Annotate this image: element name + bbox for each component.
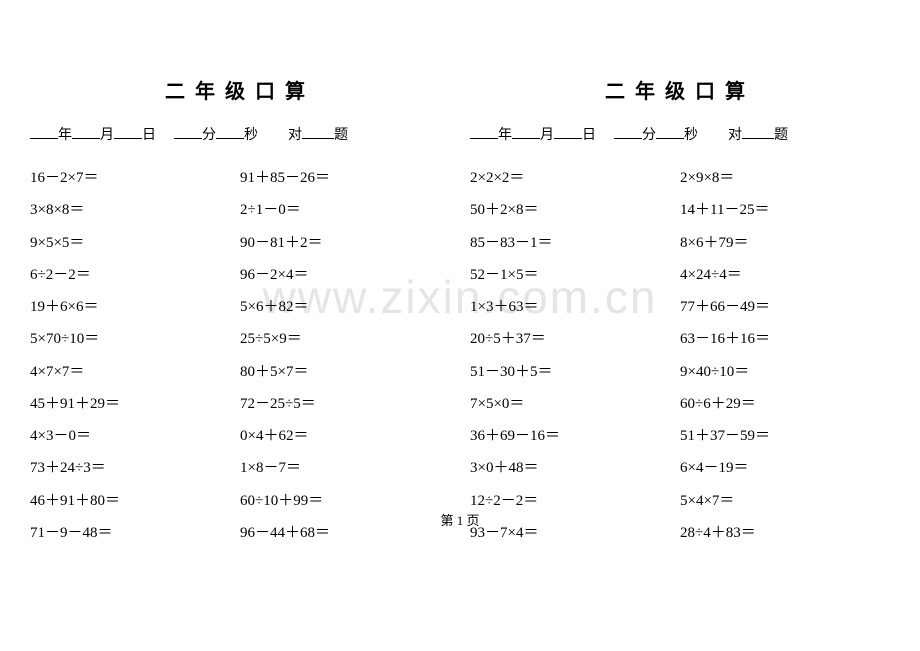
problem: 9×5×5＝ bbox=[30, 227, 240, 259]
problem: 5×6＋82＝ bbox=[240, 291, 450, 323]
content: 二年级口算 年月日分秒对题 16－2×7＝ 3×8×8＝ 9×5×5＝ 6÷2－… bbox=[0, 0, 920, 549]
problem: 4×3－0＝ bbox=[30, 420, 240, 452]
problem: 19＋6×6＝ bbox=[30, 291, 240, 323]
problems-right: 2×2×2＝ 50＋2×8＝ 85－83－1＝ 52－1×5＝ 1×3＋63＝ … bbox=[470, 162, 890, 549]
problem: 9×40÷10＝ bbox=[680, 356, 890, 388]
title-right: 二年级口算 bbox=[470, 75, 890, 104]
problem: 25÷5×9＝ bbox=[240, 323, 450, 355]
problem: 90－81＋2＝ bbox=[240, 227, 450, 259]
title-left: 二年级口算 bbox=[30, 75, 450, 104]
problem: 2×9×8＝ bbox=[680, 162, 890, 194]
problem: 6÷2－2＝ bbox=[30, 259, 240, 291]
problem: 7×5×0＝ bbox=[470, 388, 680, 420]
problem: 96－2×4＝ bbox=[240, 259, 450, 291]
problem: 52－1×5＝ bbox=[470, 259, 680, 291]
problem: 4×24÷4＝ bbox=[680, 259, 890, 291]
problem: 73＋24÷3＝ bbox=[30, 452, 240, 484]
problem: 1×3＋63＝ bbox=[470, 291, 680, 323]
col-right-1: 2×2×2＝ 50＋2×8＝ 85－83－1＝ 52－1×5＝ 1×3＋63＝ … bbox=[470, 162, 680, 549]
info-line-left: 年月日分秒对题 bbox=[30, 124, 450, 144]
problem: 36＋69－16＝ bbox=[470, 420, 680, 452]
problem: 16－2×7＝ bbox=[30, 162, 240, 194]
problem: 0×4＋62＝ bbox=[240, 420, 450, 452]
info-line-right: 年月日分秒对题 bbox=[470, 124, 890, 144]
problem: 2×2×2＝ bbox=[470, 162, 680, 194]
problem: 20÷5＋37＝ bbox=[470, 323, 680, 355]
problem: 63－16＋16＝ bbox=[680, 323, 890, 355]
problem: 8×6＋79＝ bbox=[680, 227, 890, 259]
problem: 2÷1－0＝ bbox=[240, 194, 450, 226]
problem: 85－83－1＝ bbox=[470, 227, 680, 259]
problem: 14＋11－25＝ bbox=[680, 194, 890, 226]
page-container: 二年级口算 年月日分秒对题 16－2×7＝ 3×8×8＝ 9×5×5＝ 6÷2－… bbox=[0, 0, 920, 549]
problem: 3×0＋48＝ bbox=[470, 452, 680, 484]
problem: 3×8×8＝ bbox=[30, 194, 240, 226]
problem: 1×8－7＝ bbox=[240, 452, 450, 484]
col-right-2: 2×9×8＝ 14＋11－25＝ 8×6＋79＝ 4×24÷4＝ 77＋66－4… bbox=[680, 162, 890, 549]
problem: 51＋37－59＝ bbox=[680, 420, 890, 452]
problem: 51－30＋5＝ bbox=[470, 356, 680, 388]
problem: 45＋91＋29＝ bbox=[30, 388, 240, 420]
problem: 5×70÷10＝ bbox=[30, 323, 240, 355]
problem: 50＋2×8＝ bbox=[470, 194, 680, 226]
worksheet-left: 二年级口算 年月日分秒对题 16－2×7＝ 3×8×8＝ 9×5×5＝ 6÷2－… bbox=[30, 75, 450, 549]
problem: 72－25÷5＝ bbox=[240, 388, 450, 420]
page-footer: 第 1 页 bbox=[0, 510, 920, 529]
problem: 6×4－19＝ bbox=[680, 452, 890, 484]
col-left-2: 91＋85－26＝ 2÷1－0＝ 90－81＋2＝ 96－2×4＝ 5×6＋82… bbox=[240, 162, 450, 549]
col-left-1: 16－2×7＝ 3×8×8＝ 9×5×5＝ 6÷2－2＝ 19＋6×6＝ 5×7… bbox=[30, 162, 240, 549]
problem: 60÷6＋29＝ bbox=[680, 388, 890, 420]
problem: 4×7×7＝ bbox=[30, 356, 240, 388]
problem: 91＋85－26＝ bbox=[240, 162, 450, 194]
problem: 77＋66－49＝ bbox=[680, 291, 890, 323]
problem: 80＋5×7＝ bbox=[240, 356, 450, 388]
problems-left: 16－2×7＝ 3×8×8＝ 9×5×5＝ 6÷2－2＝ 19＋6×6＝ 5×7… bbox=[30, 162, 450, 549]
worksheet-right: 二年级口算 年月日分秒对题 2×2×2＝ 50＋2×8＝ 85－83－1＝ 52… bbox=[470, 75, 890, 549]
